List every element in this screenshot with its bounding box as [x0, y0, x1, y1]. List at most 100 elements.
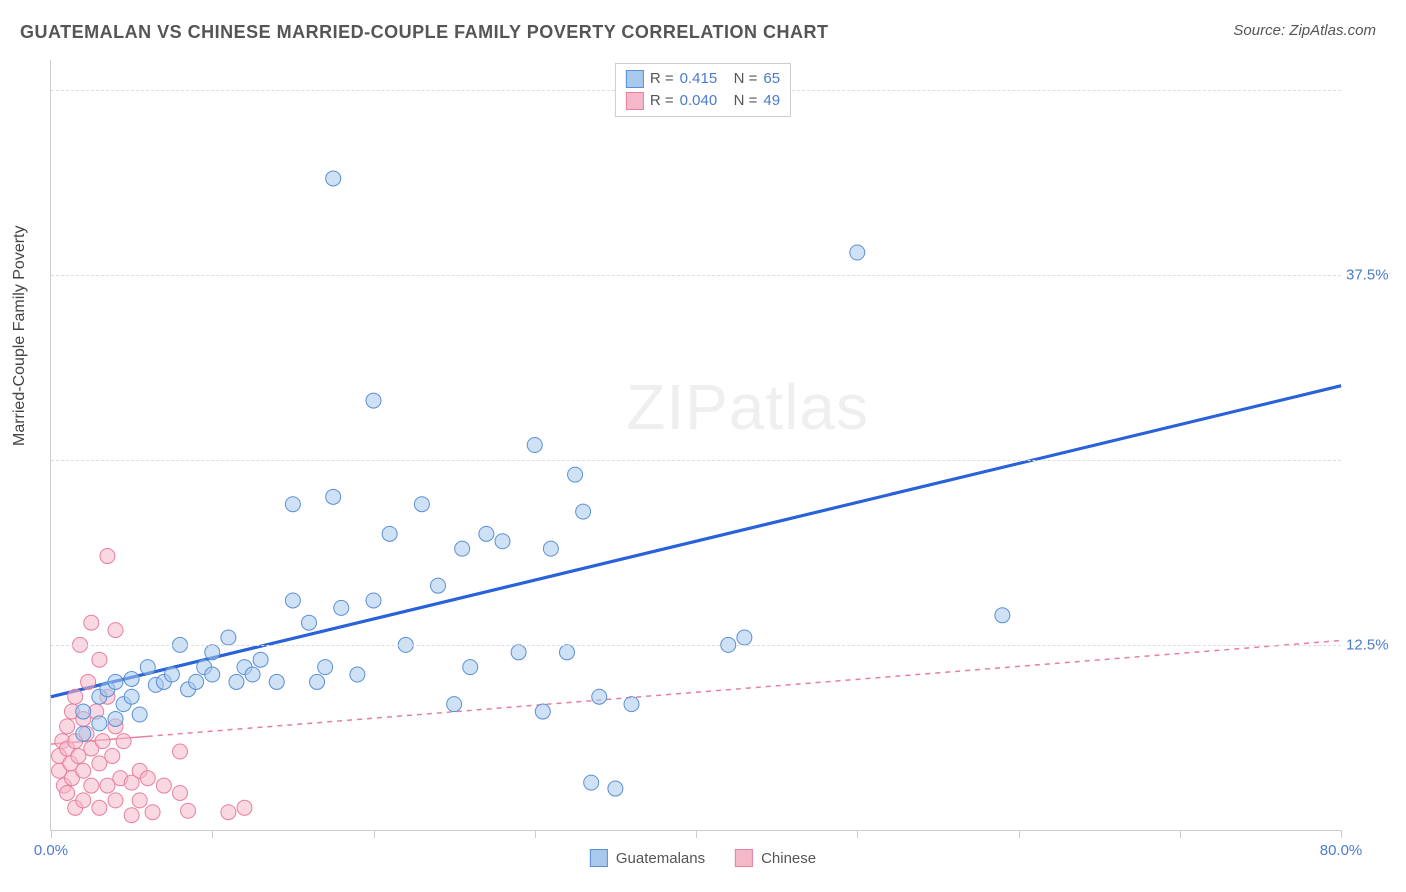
n-value: 49 [763, 90, 780, 112]
data-point [124, 808, 139, 823]
n-label: N = [734, 68, 758, 90]
data-point [100, 549, 115, 564]
legend-label: Chinese [761, 850, 816, 867]
data-point [68, 689, 83, 704]
x-tick [535, 830, 536, 838]
data-point [140, 660, 155, 675]
x-tick [51, 830, 52, 838]
data-point [76, 704, 91, 719]
data-point [285, 593, 300, 608]
legend-swatch [590, 849, 608, 867]
r-value: 0.415 [680, 68, 728, 90]
plot-svg [51, 60, 1341, 830]
data-point [608, 781, 623, 796]
y-axis-label: Married-Couple Family Poverty [11, 225, 29, 446]
data-point [326, 171, 341, 186]
data-point [124, 671, 139, 686]
data-point [221, 805, 236, 820]
data-point [76, 793, 91, 808]
data-point [60, 785, 75, 800]
data-point [92, 652, 107, 667]
data-point [253, 652, 268, 667]
gridline [51, 645, 1341, 646]
y-tick-label: 37.5% [1346, 266, 1401, 283]
data-point [84, 778, 99, 793]
data-point [624, 697, 639, 712]
data-point [592, 689, 607, 704]
data-point [737, 630, 752, 645]
data-point [535, 704, 550, 719]
x-tick [212, 830, 213, 838]
data-point [447, 697, 462, 712]
data-point [584, 775, 599, 790]
legend-swatch [735, 849, 753, 867]
data-point [95, 734, 110, 749]
data-point [237, 800, 252, 815]
data-point [527, 438, 542, 453]
r-label: R = [650, 90, 674, 112]
data-point [132, 707, 147, 722]
data-point [455, 541, 470, 556]
data-point [334, 600, 349, 615]
legend-correlation: R =0.415N =65R =0.040N =49 [615, 63, 791, 117]
x-tick [696, 830, 697, 838]
data-point [108, 793, 123, 808]
data-point [221, 630, 236, 645]
data-point [310, 674, 325, 689]
data-point [92, 800, 107, 815]
data-point [995, 608, 1010, 623]
data-point [366, 393, 381, 408]
legend-row: R =0.040N =49 [626, 90, 780, 112]
data-point [173, 785, 188, 800]
data-point [145, 805, 160, 820]
gridline [51, 460, 1341, 461]
data-point [164, 667, 179, 682]
data-point [850, 245, 865, 260]
chart-container: GUATEMALAN VS CHINESE MARRIED-COUPLE FAM… [0, 0, 1406, 892]
n-label: N = [734, 90, 758, 112]
data-point [302, 615, 317, 630]
data-point [479, 526, 494, 541]
data-point [105, 748, 120, 763]
data-point [173, 744, 188, 759]
gridline [51, 275, 1341, 276]
data-point [318, 660, 333, 675]
data-point [245, 667, 260, 682]
data-point [431, 578, 446, 593]
legend-series: Guatemalans Chinese [590, 838, 816, 878]
data-point [156, 778, 171, 793]
data-point [205, 645, 220, 660]
regression-line-blue [51, 386, 1341, 697]
data-point [108, 674, 123, 689]
data-point [108, 711, 123, 726]
data-point [81, 674, 96, 689]
plot-area: ZIPatlas 12.5%37.5%0.0%80.0% [50, 60, 1341, 831]
x-tick [857, 830, 858, 838]
data-point [92, 716, 107, 731]
data-point [568, 467, 583, 482]
data-point [108, 623, 123, 638]
data-point [463, 660, 478, 675]
data-point [382, 526, 397, 541]
data-point [285, 497, 300, 512]
y-tick-label: 12.5% [1346, 636, 1401, 653]
legend-row: R =0.415N =65 [626, 68, 780, 90]
data-point [116, 734, 131, 749]
data-point [84, 615, 99, 630]
source-attribution: Source: ZipAtlas.com [1233, 22, 1376, 39]
data-point [205, 667, 220, 682]
data-point [76, 763, 91, 778]
source-prefix: Source: [1233, 22, 1289, 39]
regression-line [148, 640, 1341, 736]
data-point [60, 719, 75, 734]
data-point [350, 667, 365, 682]
x-tick [1341, 830, 1342, 838]
x-tick-label: 0.0% [34, 842, 68, 859]
legend-item: Guatemalans [590, 849, 705, 867]
data-point [140, 771, 155, 786]
x-tick [374, 830, 375, 838]
data-point [511, 645, 526, 660]
data-point [124, 689, 139, 704]
data-point [560, 645, 575, 660]
data-point [229, 674, 244, 689]
